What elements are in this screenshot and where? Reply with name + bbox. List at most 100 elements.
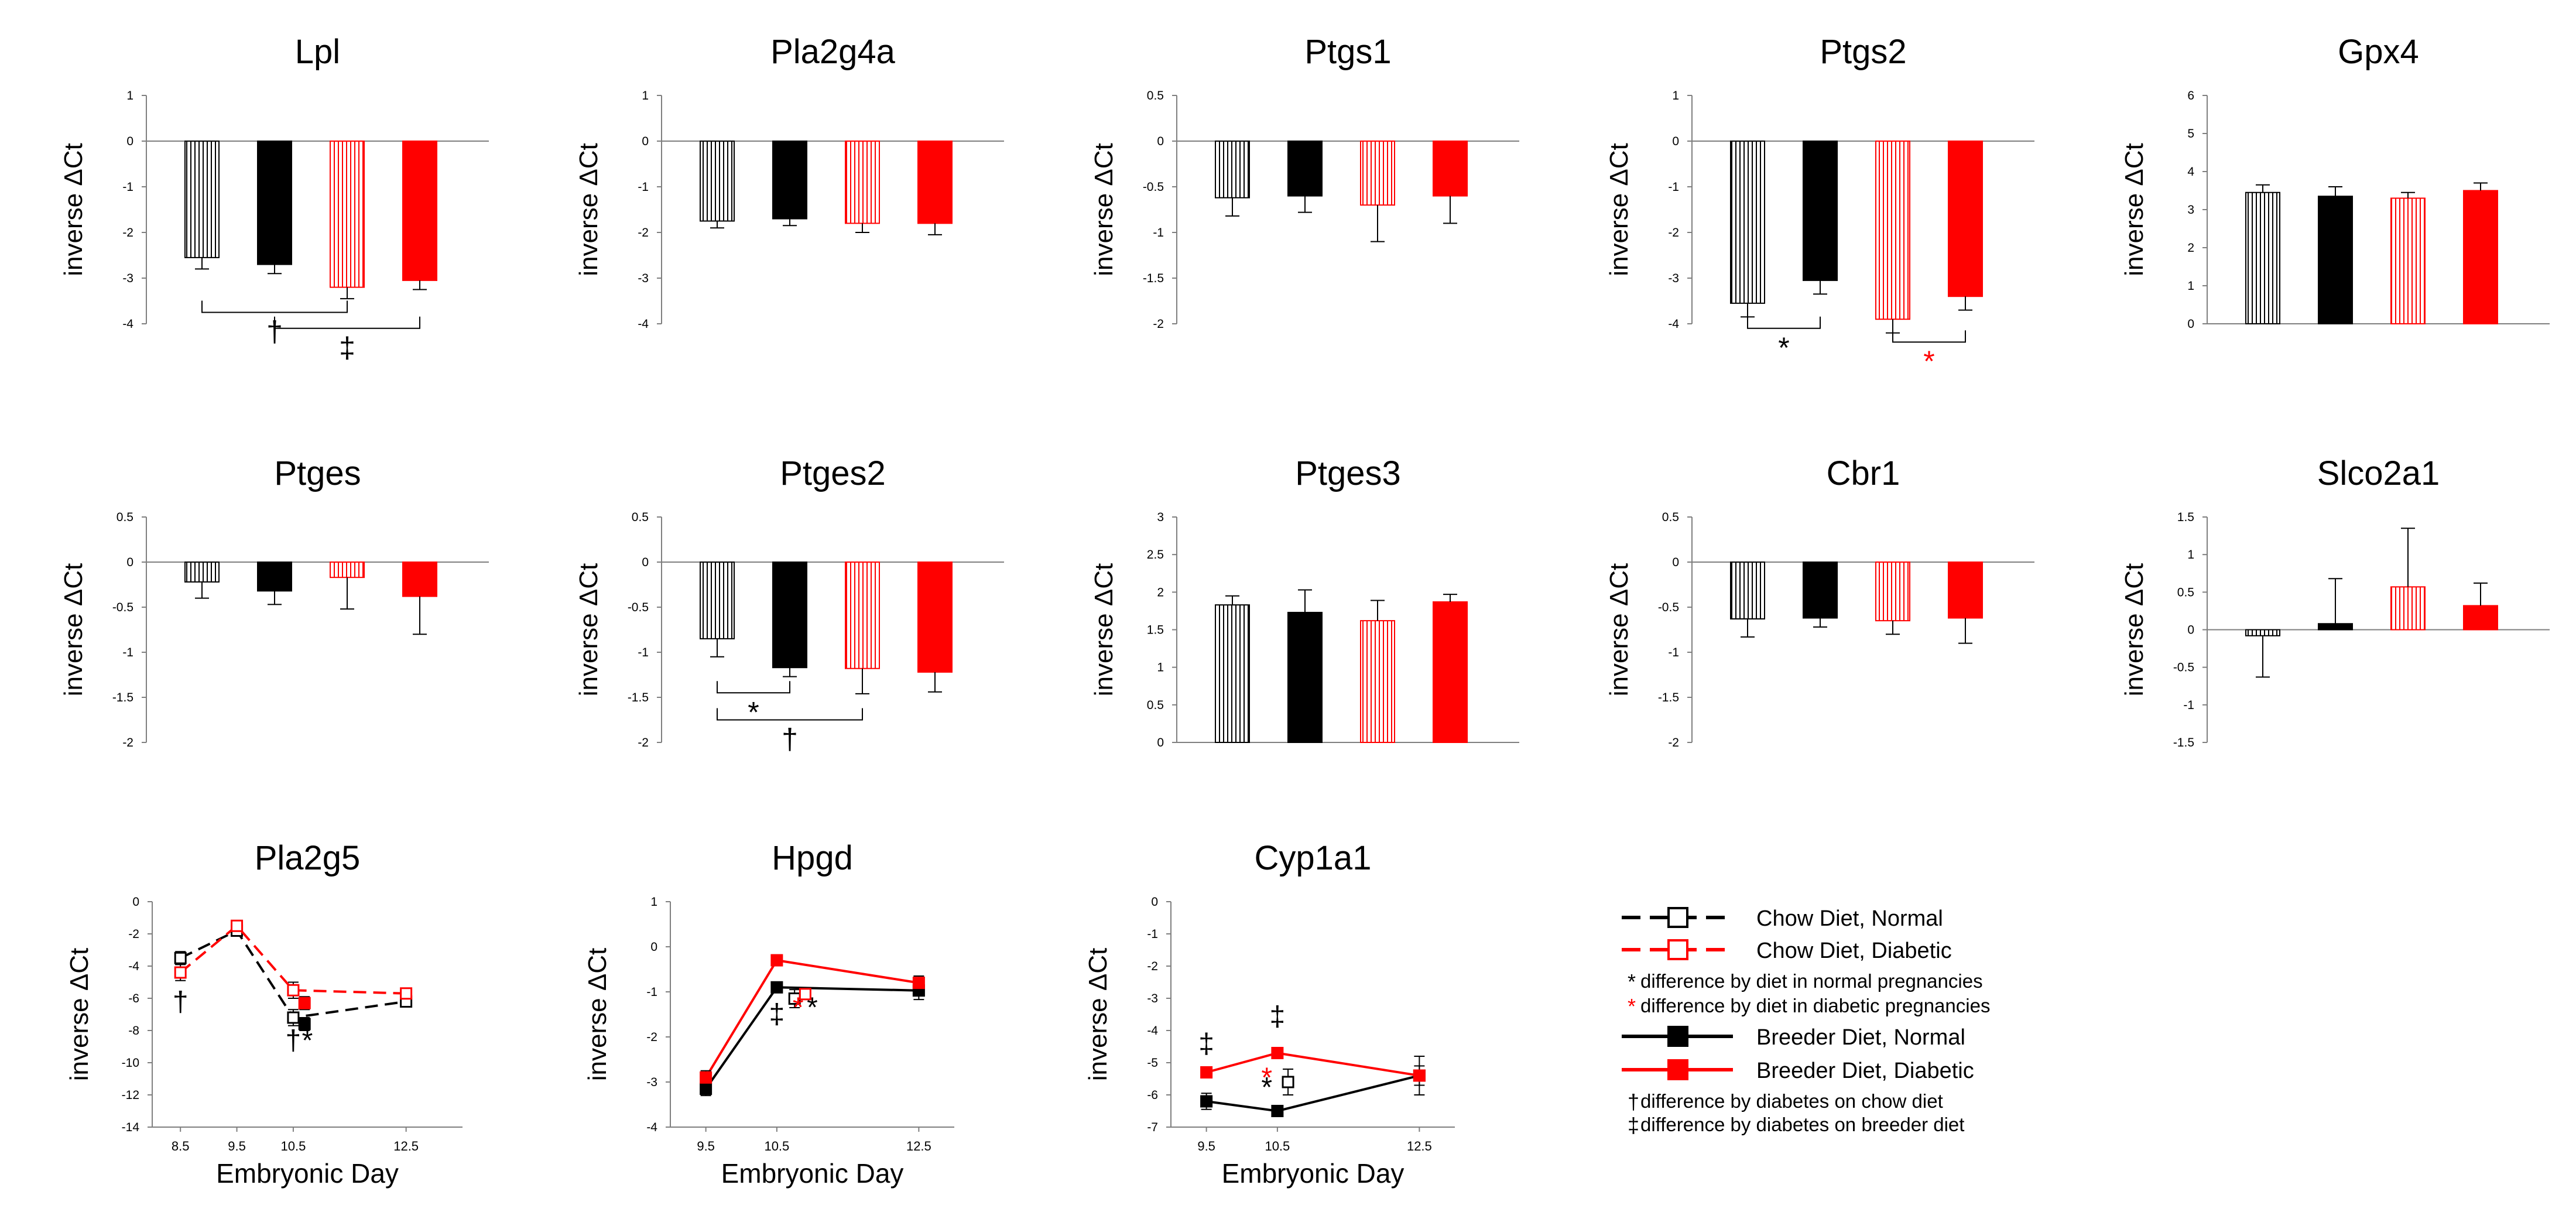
data-point: [770, 981, 783, 994]
significance-mark: ‡: [1270, 1001, 1286, 1032]
y-tick-label: -1.5: [2173, 736, 2194, 749]
y-tick-label: 6: [2187, 89, 2194, 102]
series-breeder-diet-diabetic: [1200, 1047, 1426, 1086]
y-tick-label: -2: [1153, 317, 1164, 331]
data-point: [799, 988, 811, 1001]
y-tick-label: 0: [2187, 624, 2194, 637]
bracket-line: [1747, 316, 1821, 329]
legend-label: difference by diabetes on breeder diet: [1640, 1114, 1964, 1135]
bar-chow-diet-normal: [1215, 604, 1250, 744]
y-tick-label: -1: [638, 180, 649, 194]
bar-breeder-diet-diabetic: [1433, 601, 1468, 744]
chart-title: Slco2a1: [2317, 454, 2440, 492]
chart-title: Ptgs2: [1820, 33, 1906, 71]
significance-mark: *: [1778, 331, 1789, 364]
data-point: [700, 1071, 712, 1084]
significance-mark: *: [1261, 1062, 1272, 1093]
y-tick-label: -2: [122, 226, 133, 239]
data-point: [174, 951, 187, 964]
chart-panel-ptges: Ptges inverse ΔCt 0.5 0 -0.5 -1 -1.5 -2: [59, 454, 489, 749]
bar-breeder-diet-normal: [2318, 196, 2353, 324]
y-tick-label: 3: [2187, 203, 2194, 217]
significance-bracket: *: [717, 681, 790, 728]
y-tick-label: 5: [2187, 127, 2194, 141]
y-tick-label: 0: [1157, 135, 1164, 148]
legend-label: difference by diabetes on chow diet: [1640, 1090, 1943, 1112]
bar-chow-diet-diabetic: [2390, 586, 2426, 631]
data-point: [287, 984, 300, 997]
y-tick-label: -0.5: [1143, 180, 1164, 194]
y-tick-label: 0: [642, 556, 649, 569]
legend-label: difference by diet in diabetic pregnanci…: [1640, 995, 1990, 1016]
chart-title: Ptges3: [1295, 454, 1401, 492]
y-tick-label: 1: [1672, 89, 1679, 102]
significance-bracket: *: [1747, 316, 1821, 364]
bar-breeder-diet-diabetic: [917, 562, 953, 673]
y-tick-label: -3: [646, 1076, 657, 1089]
series-chow-diet-diabetic: [799, 988, 811, 1001]
y-axis-label: inverse ΔCt: [65, 948, 94, 1081]
y-tick-label: -3: [638, 272, 649, 285]
series-breeder-diet-diabetic: [700, 954, 925, 1085]
y-tick-label: -1.5: [1658, 691, 1679, 704]
y-tick-label: 0: [650, 940, 657, 954]
y-tick-label: -14: [122, 1121, 140, 1134]
bar-chow-diet-normal: [2245, 191, 2280, 324]
bracket-line: [717, 681, 790, 694]
y-tick-label: -2: [646, 1030, 657, 1044]
x-tick-label: 9.5: [697, 1139, 715, 1153]
legend-symbol: ‡: [1628, 1113, 1639, 1137]
y-tick-label: -1.5: [1143, 272, 1164, 285]
data-point: [1271, 1105, 1284, 1117]
y-tick-label: -2: [122, 736, 133, 749]
x-tick-label: 10.5: [764, 1139, 789, 1153]
significance-mark: *: [793, 992, 804, 1023]
chart-title: Ptgs1: [1304, 33, 1391, 71]
y-tick-label: 0.5: [632, 511, 649, 524]
y-axis-label: inverse ΔCt: [583, 948, 612, 1081]
legend-entry-difference-by-diabetes-on-breeder-diet: ‡ difference by diabetes on breeder diet: [1628, 1113, 1964, 1137]
x-tick-label: 9.5: [1197, 1139, 1215, 1153]
y-tick-label: -3: [1147, 992, 1158, 1005]
chart-title: Pla2g4a: [770, 33, 896, 71]
y-axis-label: inverse ΔCt: [1605, 563, 1633, 696]
bar-breeder-diet-normal: [772, 562, 807, 669]
significance-bracket: *: [1892, 330, 1966, 378]
data-point: [231, 919, 244, 932]
x-tick-label: 12.5: [906, 1139, 931, 1153]
y-tick-label: 0: [2187, 317, 2194, 331]
legend-symbol: *: [1628, 970, 1636, 994]
significance-mark: ‡: [1198, 1029, 1214, 1060]
y-tick-label: -1: [122, 646, 133, 659]
y-axis-label: inverse ΔCt: [59, 563, 88, 696]
y-tick-label: -12: [122, 1088, 139, 1102]
y-axis-label: inverse ΔCt: [1084, 948, 1112, 1081]
y-tick-label: -2: [128, 927, 139, 941]
y-tick-label: -1: [2183, 699, 2194, 712]
bar-breeder-diet-normal: [1803, 562, 1838, 619]
y-tick-label: 1: [642, 89, 649, 102]
chart-panel-ptgs1: Ptgs1 inverse ΔCt 0.5 0 -0.5 -1 -1.5 -2: [1090, 33, 1519, 331]
y-tick-label: -0.5: [2173, 661, 2194, 675]
y-tick-label: 0: [126, 556, 133, 569]
y-tick-label: -4: [1147, 1024, 1158, 1038]
y-tick-label: -2: [638, 736, 649, 749]
y-tick-label: 1: [650, 895, 657, 909]
x-tick-label: 10.5: [280, 1139, 306, 1153]
y-tick-label: -1: [1147, 927, 1158, 941]
data-point: [1200, 1095, 1213, 1108]
bar-breeder-diet-normal: [257, 141, 292, 265]
bar-chow-diet-diabetic: [1875, 141, 1910, 320]
significance-mark: *: [1261, 1072, 1272, 1103]
series-line: [180, 929, 406, 1019]
legend-entry-difference-by-diet-in-diabetic-pregnancies: * difference by diet in diabetic pregnanc…: [1628, 994, 1990, 1018]
series-chow-diet-normal: [174, 925, 413, 1026]
y-tick-label: 1: [2187, 548, 2194, 562]
significance-bracket: ‡: [274, 316, 420, 364]
y-tick-label: 0: [132, 895, 139, 909]
y-tick-label: -4: [1668, 317, 1679, 331]
bar-chow-diet-diabetic: [1360, 620, 1395, 743]
x-tick-label: 10.5: [1265, 1139, 1290, 1153]
legend-marker: [1667, 939, 1688, 960]
